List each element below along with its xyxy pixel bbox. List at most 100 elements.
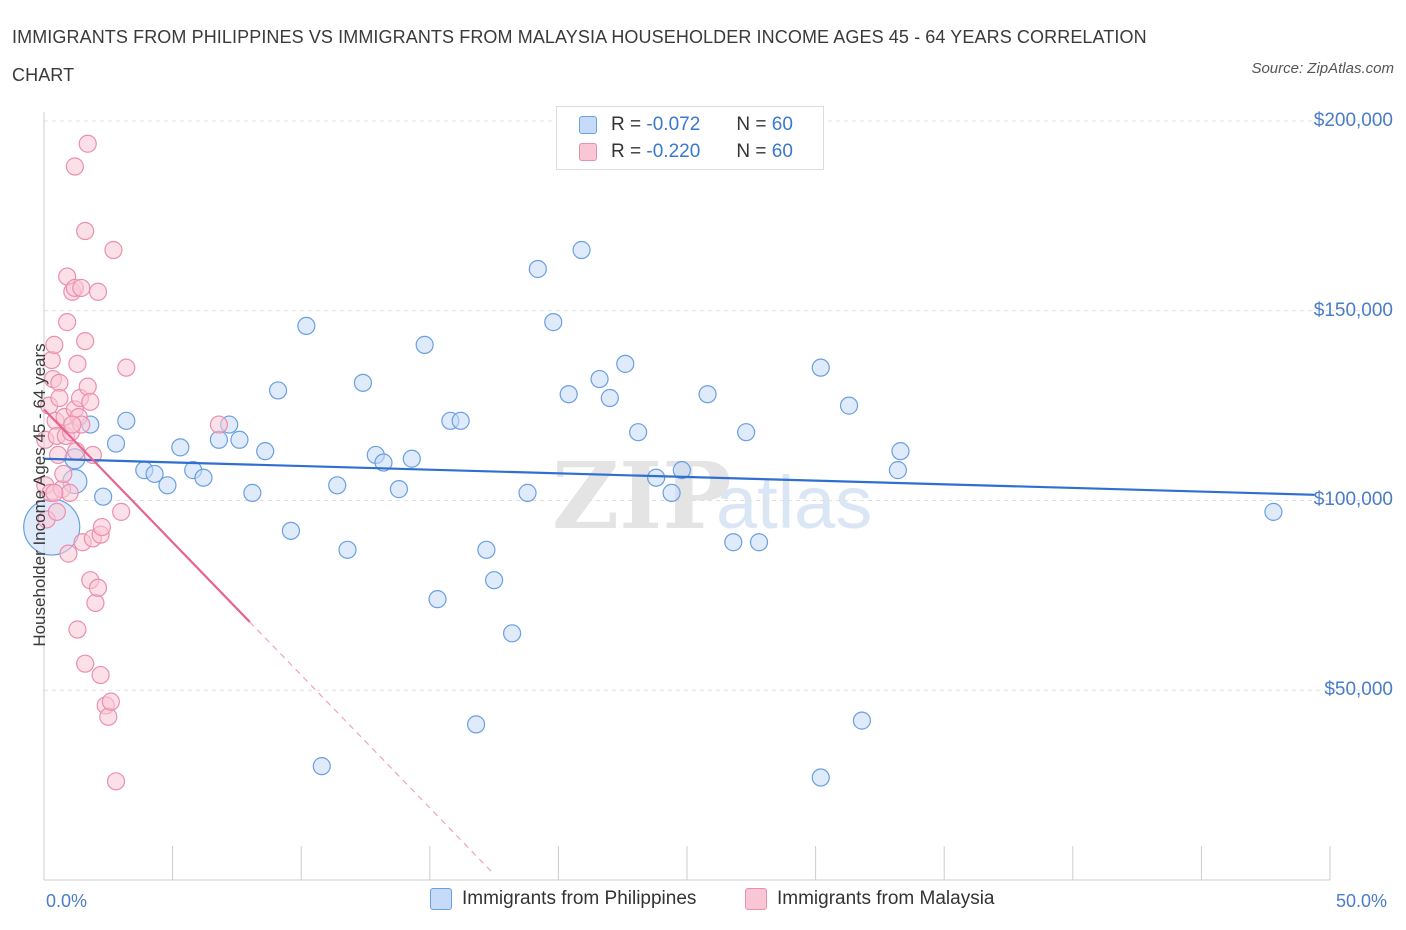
philippines-point: [374, 453, 393, 472]
trend-lines: [43, 408, 1315, 875]
philippines-point: [572, 240, 591, 260]
philippines-point: [888, 461, 908, 480]
malaysia-point: [209, 415, 228, 434]
malaysia-point: [99, 707, 118, 726]
y-tick-label: $150,000: [1313, 299, 1393, 321]
malaysia-point: [76, 221, 95, 241]
chart-title: IMMIGRANTS FROM PHILIPPINES VS IMMIGRANT…: [12, 27, 1147, 85]
philippines-point: [194, 468, 213, 487]
legend-row-philippines: R = -0.072 N = 60: [579, 113, 793, 137]
malaysia-legend-label: Immigrants from Malaysia: [777, 888, 995, 909]
legend-row-malaysia: R = -0.220 N = 60: [579, 140, 793, 164]
bottom-legend-malaysia: Immigrants from Malaysia: [745, 888, 995, 910]
malaysia-point: [45, 335, 64, 354]
malaysia-point: [50, 373, 69, 392]
malaysia-point: [88, 578, 108, 597]
axes: [43, 112, 1331, 881]
philippines-point: [338, 540, 357, 559]
philippines-point: [145, 464, 164, 484]
philippines-point: [312, 757, 331, 776]
philippines-point: [94, 487, 113, 506]
philippines-point: [428, 590, 447, 609]
philippines-point: [402, 449, 421, 468]
philippines-point: [662, 483, 681, 502]
n-label: N =: [736, 141, 767, 162]
malaysia-point: [47, 502, 66, 521]
n-label: N =: [736, 114, 767, 135]
philippines-point: [256, 442, 275, 461]
philippines-point: [518, 483, 537, 502]
malaysia-point: [112, 502, 131, 521]
philippines-point: [737, 423, 756, 442]
n-value: 60: [771, 141, 793, 162]
y-tick-label: $200,000: [1313, 109, 1393, 131]
correlation-legend: R = -0.072 N = 60 R = -0.220 N = 60: [556, 106, 824, 170]
philippines-point: [477, 540, 496, 559]
malaysia-point: [50, 388, 69, 408]
malaysia-point: [68, 620, 87, 639]
r-value: -0.220: [646, 141, 701, 162]
philippines-point: [839, 396, 859, 415]
philippines-points: [23, 240, 1283, 787]
philippines-point: [106, 434, 126, 453]
malaysia-point: [92, 517, 111, 537]
philippines-point: [209, 430, 228, 449]
philippines-point: [117, 411, 136, 430]
watermark-zip: ZIP: [552, 442, 731, 550]
malaysia-point: [58, 313, 77, 332]
malaysia-legend-swatch: [745, 888, 767, 910]
watermark: ZIP atlas: [552, 442, 872, 550]
philippines-point: [485, 571, 504, 590]
philippines-point: [647, 468, 666, 487]
source-label: Source: ZipAtlas.com: [1251, 60, 1394, 77]
y-tick-label: $100,000: [1313, 489, 1393, 511]
malaysia-point: [106, 772, 126, 791]
malaysia-swatch: [579, 143, 597, 161]
philippines-point: [672, 461, 691, 480]
philippines-point: [389, 480, 409, 499]
malaysia-point: [54, 464, 73, 484]
philippines-point: [353, 373, 373, 392]
r-label: R =: [611, 114, 642, 135]
philippines-point: [698, 385, 717, 404]
malaysia-point: [78, 134, 97, 153]
philippines-swatch: [579, 116, 597, 134]
philippines-point: [749, 533, 769, 552]
r-value: -0.072: [646, 114, 701, 135]
malaysia-trend-line: [43, 408, 251, 623]
malaysia-point: [60, 483, 79, 502]
malaysia-point: [86, 593, 105, 613]
malaysia-point: [78, 377, 97, 396]
philippines-point: [811, 768, 830, 787]
y-axis-label: Householder Income Ages 45 - 64 years: [30, 343, 49, 647]
bottom-legend-philippines: Immigrants from Philippines: [430, 888, 696, 910]
malaysia-point: [72, 278, 91, 298]
x-tick-min: 0.0%: [46, 891, 88, 911]
n-value: 60: [771, 114, 793, 135]
philippines-point: [852, 711, 871, 730]
malaysia-point: [104, 240, 123, 260]
malaysia-point: [81, 392, 100, 411]
philippines-point: [600, 388, 619, 408]
malaysia-point: [63, 415, 82, 434]
malaysia-point: [67, 442, 86, 461]
malaysia-point: [76, 331, 95, 351]
malaysia-point: [117, 358, 136, 377]
philippines-point: [171, 438, 190, 457]
watermark-atlas: atlas: [716, 461, 872, 544]
philippines-point: [503, 624, 522, 643]
malaysia-point: [45, 483, 64, 502]
philippines-point: [328, 476, 347, 495]
malaysia-point: [101, 692, 120, 711]
malaysia-point: [91, 665, 110, 685]
philippines-point: [281, 521, 301, 540]
philippines-point: [629, 423, 648, 442]
philippines-trend-line: [43, 457, 1315, 496]
philippines-point: [544, 313, 563, 332]
philippines-point: [297, 316, 316, 336]
philippines-point: [616, 354, 635, 373]
philippines-legend-label: Immigrants from Philippines: [462, 888, 697, 909]
x-tick-max: 50.0%: [1336, 891, 1388, 911]
philippines-point: [451, 411, 470, 430]
malaysia-points: [36, 134, 228, 791]
